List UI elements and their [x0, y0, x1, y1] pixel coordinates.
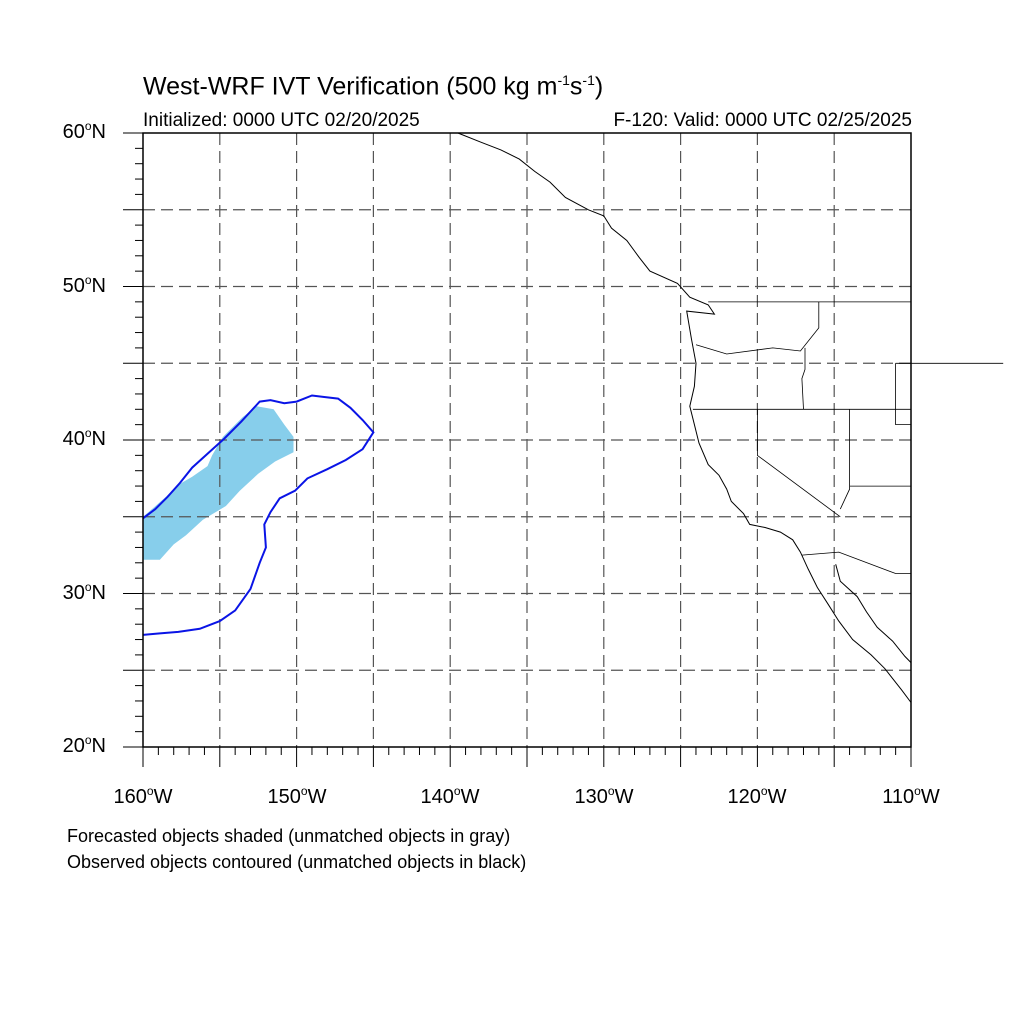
observed-ivt-contour [142, 394, 375, 636]
observed-note: Observed objects contoured (unmatched ob… [67, 852, 527, 872]
coastline-west [457, 132, 912, 703]
lat-label-60: 60oN [62, 119, 106, 143]
valid-time: F-120: Valid: 0000 UTC 02/25/2025 [613, 110, 912, 131]
state-border [757, 409, 841, 518]
forecast-ivt-object [143, 406, 294, 560]
lon-label-160w: 160oW [113, 784, 173, 808]
axis-ticks [123, 132, 912, 767]
lon-label-120w: 120oW [727, 784, 787, 808]
forecast-object [143, 406, 294, 560]
state-border [801, 551, 911, 574]
observed-object [142, 394, 375, 636]
lon-label-110w: 110oW [882, 784, 940, 808]
lon-label-130w: 130oW [574, 784, 634, 808]
lat-label-20: 20oN [62, 733, 106, 757]
lat-label-40: 40oN [62, 426, 106, 450]
lon-label-150w: 150oW [267, 784, 327, 808]
lat-label-30: 30oN [62, 580, 106, 604]
state-border [895, 363, 911, 426]
lon-label-140w: 140oW [420, 784, 480, 808]
state-border [801, 347, 806, 410]
coastline [457, 132, 1004, 703]
init-time: Initialized: 0000 UTC 02/20/2025 [143, 110, 420, 131]
forecast-note: Forecasted objects shaded (unmatched obj… [67, 826, 511, 846]
state-border [839, 409, 850, 510]
gridlines [143, 133, 911, 747]
chart-title: West-WRF IVT Verification (500 kg m-1s-1… [143, 72, 604, 101]
lat-label-50: 50oN [62, 273, 106, 297]
coastline-gulf [835, 564, 912, 663]
state-border [695, 301, 820, 355]
